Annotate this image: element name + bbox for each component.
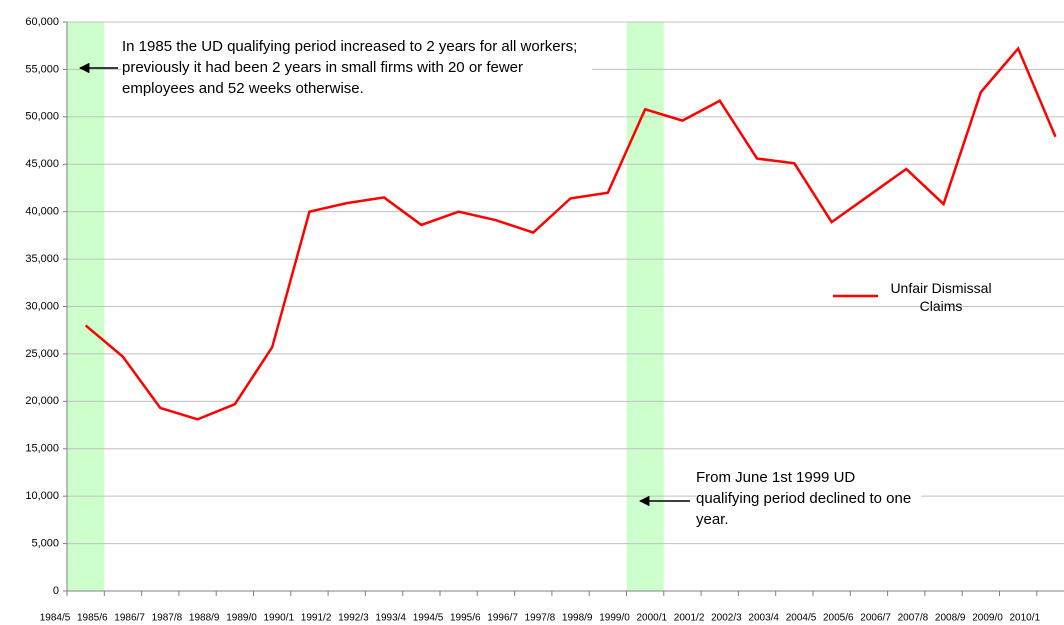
x-tick-label: 1993/4 — [375, 613, 406, 624]
x-tick-label: 1985/6 — [77, 613, 108, 624]
x-tick-label: 2008/9 — [935, 613, 966, 624]
x-tick-label: 2009/0 — [972, 613, 1003, 624]
x-tick-label: 2004/5 — [786, 613, 817, 624]
x-tick-label: 1994/5 — [413, 613, 444, 624]
legend-label: Unfair Dismissal Claims — [890, 280, 992, 314]
annotation: From June 1st 1999 UD qualifying period … — [696, 467, 921, 530]
x-tick-label: 2002/3 — [711, 613, 742, 624]
x-tick-label: 2005/6 — [823, 613, 854, 624]
y-tick-label: 55,000 — [25, 63, 59, 75]
x-tick-label: 1988/9 — [189, 613, 220, 624]
y-tick-label: 60,000 — [25, 16, 59, 28]
x-tick-label: 2006/7 — [860, 613, 891, 624]
x-tick-label: 1991/2 — [301, 613, 332, 624]
x-tick-label: 1987/8 — [152, 613, 183, 624]
x-tick-label: 1995/6 — [450, 613, 481, 624]
x-tick-label: 1990/1 — [264, 613, 295, 624]
y-tick-label: 10,000 — [25, 490, 59, 502]
x-tick-label: 1996/7 — [487, 613, 518, 624]
x-tick-label: 2007/8 — [898, 613, 929, 624]
y-tick-label: 40,000 — [25, 206, 59, 218]
x-tick-label: 1984/5 — [40, 613, 71, 624]
data-line — [84, 46, 1057, 421]
y-tick-label: 15,000 — [25, 443, 59, 455]
x-tick-label: 2003/4 — [748, 613, 779, 624]
x-tick-label: 1999/0 — [599, 613, 630, 624]
x-tick-label: 1989/0 — [226, 613, 257, 624]
y-tick-label: 0 — [53, 585, 59, 597]
y-tick-label: 5,000 — [31, 537, 59, 549]
x-tick-label: 2000/1 — [637, 613, 668, 624]
annotation: In 1985 the UD qualifying period increas… — [122, 36, 592, 99]
x-tick-label: 2001/2 — [674, 613, 705, 624]
y-tick-label: 50,000 — [25, 111, 59, 123]
x-tick-label: 2010/1 — [1010, 613, 1041, 624]
y-tick-label: 20,000 — [25, 395, 59, 407]
y-tick-label: 30,000 — [25, 300, 59, 312]
x-tick-label: 1986/7 — [114, 613, 145, 624]
y-tick-label: 45,000 — [25, 158, 59, 170]
x-tick-label: 1998/9 — [562, 613, 593, 624]
x-tick-label: 1992/3 — [338, 613, 369, 624]
y-tick-label: 35,000 — [25, 253, 59, 265]
x-tick-label: 1997/8 — [525, 613, 556, 624]
y-tick-label: 25,000 — [25, 348, 59, 360]
